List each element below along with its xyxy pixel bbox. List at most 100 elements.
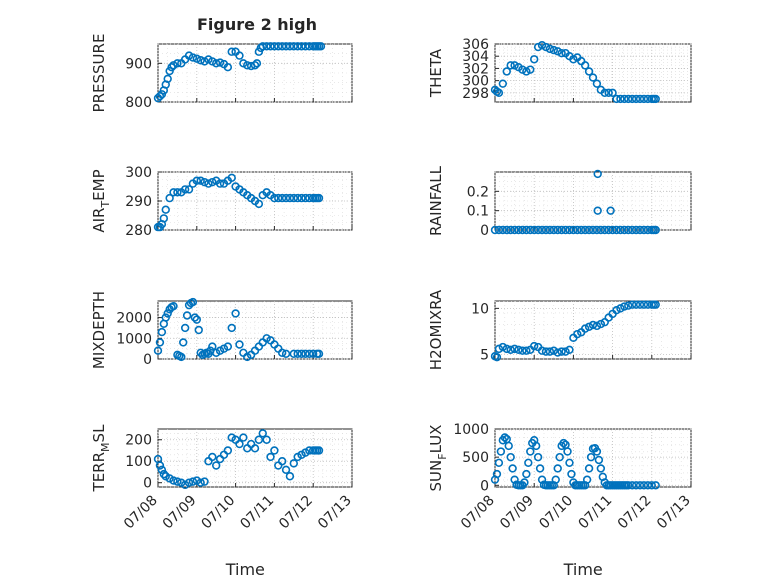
data-point — [522, 67, 531, 76]
data-point — [596, 464, 606, 473]
data-point — [565, 225, 574, 235]
y-tick-label: 0 — [480, 223, 489, 239]
data-point — [285, 472, 295, 481]
data-point — [289, 349, 298, 359]
data-point — [600, 88, 609, 98]
y-tick-label: 306 — [462, 37, 489, 53]
data-point — [537, 41, 547, 50]
data-point — [314, 446, 324, 455]
data-point — [281, 349, 291, 359]
data-point — [192, 54, 202, 63]
data-point — [586, 452, 596, 462]
data-point — [274, 42, 283, 51]
x-tick-label: 07/13 — [315, 493, 355, 533]
y-axis-label: SUNFLUX — [427, 425, 449, 492]
data-point — [208, 177, 217, 187]
data-point — [549, 346, 558, 355]
data-point — [580, 61, 590, 70]
x-tick-label: 07/10 — [199, 493, 239, 533]
data-point — [502, 344, 511, 354]
data-point — [557, 48, 566, 58]
data-point — [157, 465, 167, 475]
data-point — [510, 344, 519, 354]
x-tick-label: 07/11 — [237, 493, 277, 533]
data-point — [163, 309, 172, 318]
data-point — [639, 94, 649, 104]
data-point — [190, 313, 200, 322]
x-tick-label: 07/11 — [576, 493, 616, 533]
data-point — [529, 225, 539, 235]
data-point — [580, 324, 590, 333]
data-point — [627, 94, 637, 104]
data-point — [227, 47, 236, 56]
data-point — [557, 225, 566, 235]
data-point — [651, 481, 660, 490]
data-point — [297, 349, 306, 359]
data-point — [177, 352, 186, 362]
data-point — [606, 206, 615, 215]
data-point — [215, 179, 225, 188]
y-tick-label: 302 — [462, 61, 489, 77]
data-point — [192, 315, 202, 324]
data-point — [612, 225, 621, 235]
y-tick-label: 1000 — [116, 331, 152, 347]
data-point — [502, 67, 511, 76]
data-point — [161, 313, 170, 322]
data-point — [514, 225, 523, 235]
data-point — [215, 58, 225, 67]
data-point — [504, 441, 513, 451]
data-point — [314, 349, 324, 359]
data-point — [651, 94, 660, 104]
data-point — [541, 42, 551, 52]
data-point — [494, 225, 504, 235]
data-point — [270, 193, 279, 203]
y-tick-label: 0.1 — [467, 204, 489, 220]
data-point — [498, 225, 508, 235]
y-tick-label: 298 — [462, 86, 489, 102]
data-point — [631, 300, 641, 309]
data-point — [314, 193, 324, 203]
data-point — [277, 193, 287, 203]
data-point — [196, 478, 205, 487]
data-point — [518, 65, 527, 74]
data-point — [537, 225, 547, 235]
data-point — [584, 225, 594, 235]
data-point — [188, 53, 198, 62]
y-tick-label: 300 — [462, 74, 489, 90]
subplot-1: 800 900 PRESSURE — [90, 34, 353, 112]
data-point — [494, 458, 504, 467]
data-point — [289, 459, 298, 468]
subplot-8: 0 500 1000 07/08 07/09 07/10 07/11 07/12 07/13 SU… — [427, 422, 694, 579]
data-point — [281, 42, 291, 51]
data-point — [231, 309, 240, 318]
data-point — [508, 464, 517, 473]
data-point — [155, 461, 165, 470]
data-point — [551, 475, 560, 484]
data-point — [500, 433, 509, 442]
data-point — [577, 225, 586, 235]
y-tick-label: 1000 — [453, 422, 489, 438]
data-point — [553, 464, 562, 473]
data-point — [588, 320, 598, 330]
data-point — [270, 446, 279, 455]
subplot-3: 280 290 300 AIRTEMP — [90, 165, 353, 239]
data-point — [274, 193, 283, 203]
data-point — [305, 42, 314, 51]
data-point — [184, 185, 194, 194]
data-point — [522, 346, 531, 355]
data-point — [227, 173, 236, 183]
data-point — [631, 481, 641, 490]
data-point — [161, 205, 170, 214]
data-point — [506, 61, 515, 70]
data-point — [506, 452, 515, 462]
data-point — [596, 319, 606, 329]
data-point — [239, 433, 248, 442]
data-point — [553, 348, 562, 357]
data-point — [612, 306, 621, 315]
data-point — [620, 94, 629, 104]
data-point — [184, 478, 194, 487]
data-point — [593, 206, 602, 215]
data-point — [277, 42, 287, 51]
data-point — [624, 94, 633, 104]
data-point — [639, 300, 649, 309]
